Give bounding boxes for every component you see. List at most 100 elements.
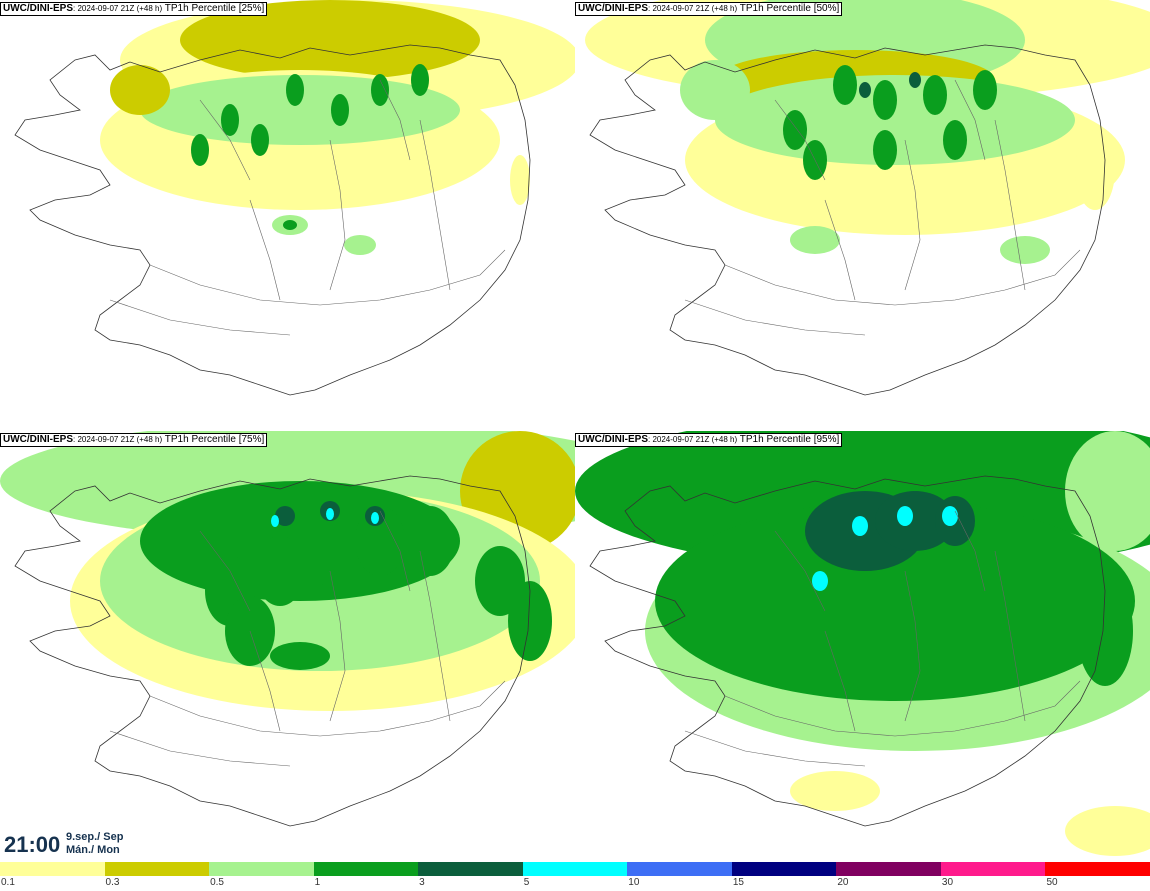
precip-area	[783, 110, 807, 150]
panel-field: TP1h Percentile [95%]	[739, 434, 840, 445]
precip-area	[873, 130, 897, 170]
precip-area	[909, 72, 921, 88]
road-line	[329, 570, 346, 722]
road-line	[994, 550, 1026, 722]
precip-area	[411, 64, 429, 96]
colorbar-segment	[627, 862, 732, 876]
precip-area	[973, 70, 997, 110]
precip-area	[271, 515, 279, 527]
colorbar-tick-label: 0.5	[210, 877, 224, 888]
colorbar-segment	[836, 862, 941, 876]
colorbar-tick-label: 1	[314, 877, 321, 888]
colorbar-tick-label: 20	[837, 877, 849, 888]
colorbar-segment	[731, 862, 837, 876]
road-line	[774, 530, 826, 612]
precip-area	[833, 65, 857, 105]
colorbar-tick-label: 15	[732, 877, 744, 888]
precip-area	[1065, 806, 1150, 856]
coastline	[589, 44, 1106, 396]
precip-area	[1000, 236, 1050, 264]
iceland-coastline-map	[575, 431, 1150, 856]
coastline	[14, 44, 531, 396]
precip-area	[405, 506, 455, 576]
valid-time-box: 21:00 9.sep./ Sep Mán./ Mon	[0, 828, 130, 862]
precip-area	[371, 74, 389, 106]
coastline	[589, 475, 1106, 827]
colorbar-tick-label: 50	[1046, 877, 1058, 888]
colorbar-tick-label: 0.1	[1, 877, 15, 888]
precip-area	[326, 508, 334, 520]
road-line	[149, 249, 506, 306]
precip-area	[790, 771, 880, 811]
precip-area	[180, 0, 480, 80]
precip-area	[942, 506, 958, 526]
panel-run: : 2024-09-07 21Z (+48 h)	[648, 4, 738, 13]
precip-area	[680, 60, 750, 120]
road-line	[904, 570, 921, 722]
map-panel-p25: UWC/DINI-EPS: 2024-09-07 21Z (+48 h) TP1…	[0, 0, 575, 431]
colorbar-segment	[522, 862, 628, 876]
road-line	[774, 99, 826, 181]
road-line	[199, 99, 251, 181]
panel-field: TP1h Percentile [50%]	[739, 3, 840, 14]
precip-area	[655, 501, 1135, 701]
road-line	[824, 199, 856, 301]
colorbar-segment	[313, 862, 419, 876]
valid-date-line1: 9.sep./ Sep	[66, 831, 124, 843]
valid-date-line2: Mán./ Mon	[66, 844, 120, 856]
panel-run: : 2024-09-07 21Z (+48 h)	[73, 4, 163, 13]
precip-area	[852, 516, 868, 536]
road-line	[419, 550, 451, 722]
road-line	[249, 199, 281, 301]
panel-source: UWC/DINI-EPS	[578, 3, 648, 14]
precip-area	[355, 506, 405, 576]
precip-area	[221, 104, 239, 136]
road-line	[824, 630, 856, 732]
precip-area	[283, 220, 297, 230]
colorbar-segment	[104, 862, 210, 876]
iceland-coastline-map	[585, 0, 1150, 396]
road-line	[379, 79, 411, 161]
road-line	[149, 680, 506, 737]
colorbar-tick-label: 5	[523, 877, 530, 888]
panel-field: TP1h Percentile [25%]	[164, 3, 265, 14]
precip-area	[943, 120, 967, 160]
panel-field: TP1h Percentile [75%]	[164, 434, 265, 445]
precip-area	[510, 155, 530, 205]
road-line	[994, 119, 1026, 291]
precip-area	[286, 74, 304, 106]
panel-title: UWC/DINI-EPS: 2024-09-07 21Z (+48 h) TP1…	[0, 433, 268, 447]
road-line	[954, 510, 986, 592]
road-line	[724, 680, 1081, 737]
precip-area	[812, 571, 828, 591]
colorbar-segment	[0, 862, 105, 876]
panel-title: UWC/DINI-EPS: 2024-09-07 21Z (+48 h) TP1…	[575, 2, 843, 16]
precip-area	[305, 516, 355, 586]
road-line	[379, 510, 411, 592]
precip-area	[873, 80, 897, 120]
precip-area	[270, 642, 330, 670]
panel-run: : 2024-09-07 21Z (+48 h)	[648, 435, 738, 444]
iceland-coastline-map	[0, 431, 575, 827]
panel-source: UWC/DINI-EPS	[578, 434, 648, 445]
precip-area	[923, 75, 947, 115]
valid-time: 21:00	[4, 832, 61, 857]
road-line	[329, 139, 346, 291]
map-panel-p50: UWC/DINI-EPS: 2024-09-07 21Z (+48 h) TP1…	[575, 0, 1150, 431]
valid-date: 9.sep./ Sep Mán./ Mon	[66, 831, 123, 857]
precip-area	[331, 94, 349, 126]
panel-source: UWC/DINI-EPS	[3, 3, 73, 14]
road-line	[904, 139, 921, 291]
precip-area	[1075, 130, 1115, 210]
road-line	[249, 630, 281, 732]
road-line	[724, 249, 1081, 306]
colorbar-tick-label: 10	[628, 877, 640, 888]
precip-area	[508, 581, 552, 661]
precip-area	[790, 226, 840, 254]
colorbar-tick-label: 3	[419, 877, 425, 888]
road-line	[419, 119, 451, 291]
panel-title: UWC/DINI-EPS: 2024-09-07 21Z (+48 h) TP1…	[575, 433, 843, 447]
colorbar-segment	[940, 862, 1046, 876]
road-line	[684, 730, 866, 767]
precip-area	[191, 134, 209, 166]
